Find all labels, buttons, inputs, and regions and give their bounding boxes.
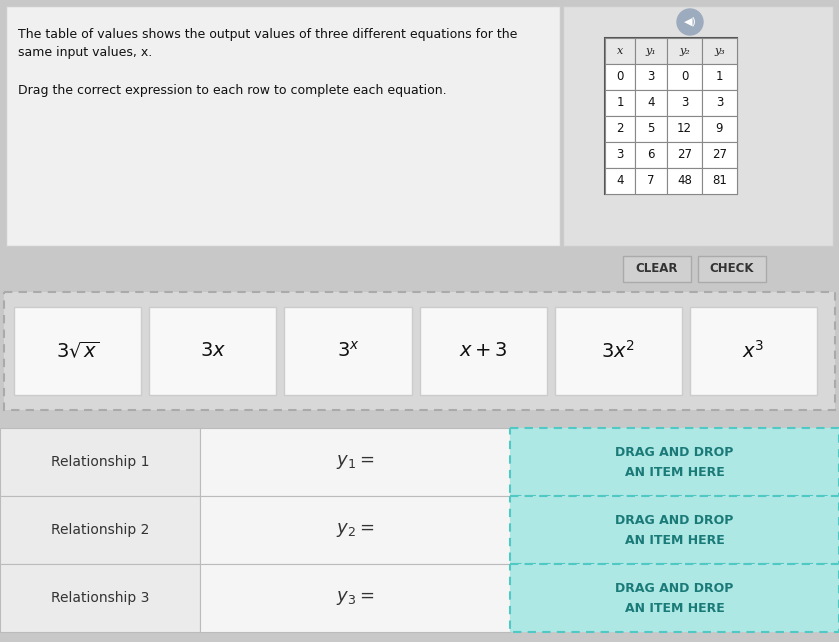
Bar: [635, 116, 667, 142]
Bar: [284, 307, 411, 395]
Bar: [702, 90, 737, 116]
Text: 12: 12: [677, 123, 692, 135]
Text: AN ITEM HERE: AN ITEM HERE: [624, 534, 724, 546]
Bar: [510, 564, 839, 632]
Text: DRAG AND DROP: DRAG AND DROP: [615, 446, 733, 458]
Text: 7: 7: [647, 175, 654, 187]
Bar: [0, 428, 200, 496]
Bar: [14, 307, 141, 395]
Bar: [702, 168, 737, 194]
Text: $3x^2$: $3x^2$: [602, 340, 635, 362]
Text: 5: 5: [648, 123, 654, 135]
Text: AN ITEM HERE: AN ITEM HERE: [624, 465, 724, 478]
Text: DRAG AND DROP: DRAG AND DROP: [615, 514, 733, 526]
Bar: [698, 256, 766, 282]
Bar: [605, 38, 737, 194]
Text: 9: 9: [716, 123, 723, 135]
Bar: [702, 38, 737, 64]
Bar: [149, 307, 276, 395]
Bar: [623, 256, 691, 282]
Bar: [0, 564, 200, 632]
Text: 1: 1: [617, 96, 623, 110]
Text: Relationship 2: Relationship 2: [51, 523, 149, 537]
Bar: [6, 6, 560, 246]
Bar: [200, 428, 510, 496]
Text: $y_3 =$: $y_3 =$: [336, 589, 374, 607]
Bar: [635, 90, 667, 116]
Text: Relationship 3: Relationship 3: [51, 591, 149, 605]
Text: ◀): ◀): [684, 17, 696, 27]
Text: 48: 48: [677, 175, 692, 187]
Text: CLEAR: CLEAR: [636, 263, 678, 275]
Bar: [605, 64, 635, 90]
Text: 27: 27: [712, 148, 727, 162]
Text: $x + 3$: $x + 3$: [459, 342, 508, 361]
Bar: [702, 64, 737, 90]
Circle shape: [677, 9, 703, 35]
Text: 0: 0: [680, 71, 688, 83]
Bar: [667, 142, 702, 168]
Bar: [605, 116, 635, 142]
Text: $3\sqrt{x}$: $3\sqrt{x}$: [56, 341, 99, 361]
Text: AN ITEM HERE: AN ITEM HERE: [624, 602, 724, 614]
Bar: [702, 142, 737, 168]
Bar: [667, 116, 702, 142]
Text: $x^3$: $x^3$: [743, 340, 764, 362]
Text: Relationship 1: Relationship 1: [50, 455, 149, 469]
Bar: [635, 142, 667, 168]
Bar: [510, 496, 839, 564]
Text: 3: 3: [648, 71, 654, 83]
Text: DRAG AND DROP: DRAG AND DROP: [615, 582, 733, 594]
Bar: [635, 168, 667, 194]
Text: $y_2 =$: $y_2 =$: [336, 521, 374, 539]
Text: 3: 3: [716, 96, 723, 110]
Text: y₃: y₃: [714, 46, 725, 56]
Bar: [690, 307, 817, 395]
Bar: [420, 307, 547, 395]
Text: y₁: y₁: [646, 46, 656, 56]
Text: 4: 4: [617, 175, 623, 187]
Text: $3x$: $3x$: [200, 342, 226, 361]
Text: 1: 1: [716, 71, 723, 83]
Text: 27: 27: [677, 148, 692, 162]
Bar: [605, 90, 635, 116]
Bar: [510, 428, 839, 496]
Bar: [200, 564, 510, 632]
Bar: [605, 142, 635, 168]
Bar: [635, 64, 667, 90]
Bar: [0, 496, 200, 564]
Bar: [4, 292, 835, 410]
Text: $3^{x}$: $3^{x}$: [336, 341, 359, 361]
Bar: [605, 168, 635, 194]
Text: y₂: y₂: [679, 46, 690, 56]
Bar: [563, 6, 833, 246]
Text: $y_1 =$: $y_1 =$: [336, 453, 374, 471]
Bar: [200, 496, 510, 564]
Bar: [667, 168, 702, 194]
Text: 4: 4: [647, 96, 654, 110]
Text: x: x: [617, 46, 623, 56]
Text: 6: 6: [647, 148, 654, 162]
Text: same input values, x.: same input values, x.: [18, 46, 152, 59]
Bar: [667, 38, 702, 64]
Bar: [667, 90, 702, 116]
Text: Drag the correct expression to each row to complete each equation.: Drag the correct expression to each row …: [18, 84, 446, 97]
Text: CHECK: CHECK: [710, 263, 754, 275]
Text: 0: 0: [617, 71, 623, 83]
Bar: [635, 38, 667, 64]
Bar: [555, 307, 682, 395]
Bar: [702, 116, 737, 142]
Text: 81: 81: [712, 175, 727, 187]
Bar: [605, 38, 635, 64]
Text: The table of values shows the output values of three different equations for the: The table of values shows the output val…: [18, 28, 518, 41]
Text: 3: 3: [680, 96, 688, 110]
Text: 2: 2: [617, 123, 623, 135]
Text: 3: 3: [617, 148, 623, 162]
Bar: [667, 64, 702, 90]
